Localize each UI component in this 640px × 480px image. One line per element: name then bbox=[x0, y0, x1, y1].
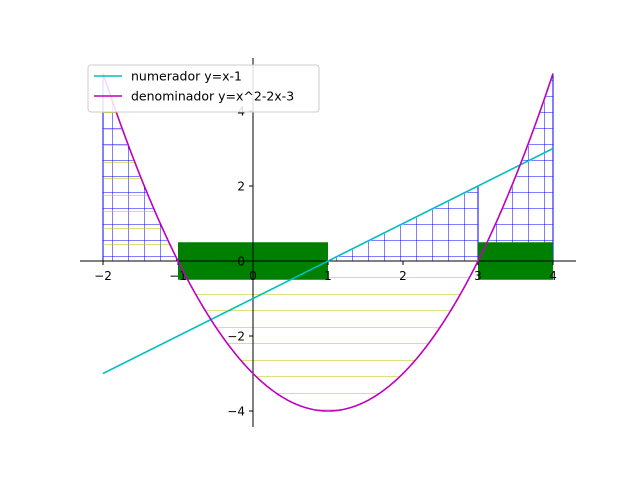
shaded-region-4 bbox=[103, 73, 478, 411]
legend-label-2: denominador y=x^2-2x-3 bbox=[131, 89, 294, 104]
y-tick-label: −2 bbox=[227, 330, 245, 344]
legend: numerador y=x-1 denominador y=x^2-2x-3 bbox=[87, 64, 320, 113]
x-tick-label: 1 bbox=[324, 269, 332, 283]
x-tick-label: 2 bbox=[399, 269, 407, 283]
series-lines bbox=[102, 73, 554, 412]
x-tick-label: −1 bbox=[169, 269, 187, 283]
y-tick-label: −4 bbox=[227, 405, 245, 419]
x-tick-label: 0 bbox=[249, 269, 257, 283]
legend-label-1: numerador y=x-1 bbox=[131, 69, 242, 84]
series-line-2 bbox=[102, 73, 554, 412]
x-tick-label: −2 bbox=[94, 269, 112, 283]
series-line-1 bbox=[102, 147, 554, 375]
shaded-region-3 bbox=[478, 73, 553, 261]
x-tick-label: 3 bbox=[474, 269, 482, 283]
y-tick-label: 0 bbox=[237, 255, 245, 269]
legend-box bbox=[87, 64, 320, 113]
x-tick-label: 4 bbox=[549, 269, 557, 283]
y-tick-label: 2 bbox=[237, 180, 245, 194]
